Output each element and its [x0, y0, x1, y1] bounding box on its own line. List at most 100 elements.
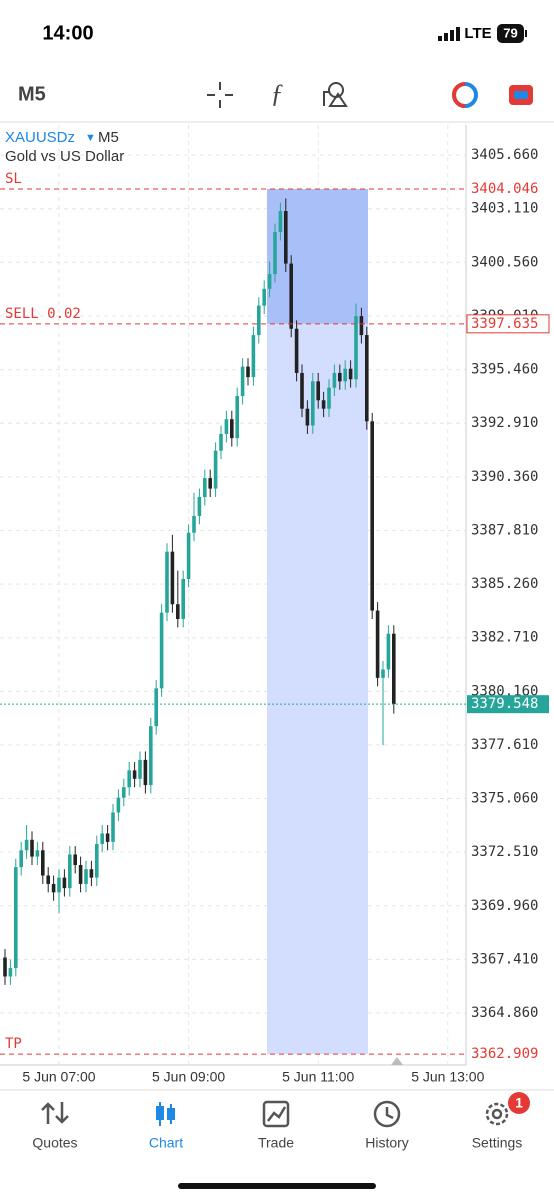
- candle-body: [197, 497, 202, 516]
- candle-body: [30, 839, 34, 857]
- symbol-dropdown[interactable]: ▼: [85, 132, 96, 144]
- y-tick-label: 3375.060: [471, 791, 538, 807]
- settings-icon[interactable]: [485, 1102, 509, 1126]
- x-tick-label: 5 Jun 11:00: [282, 1069, 354, 1085]
- candle-body: [289, 263, 293, 329]
- level-name: SL: [5, 171, 22, 187]
- candle-body: [41, 850, 45, 876]
- candle-body: [127, 770, 131, 788]
- candle-body: [251, 335, 256, 378]
- chart-icon[interactable]: [156, 1102, 175, 1126]
- badge: [508, 1092, 530, 1114]
- level-price: 3404.046: [471, 181, 538, 197]
- candle-body: [348, 368, 353, 380]
- candle-body: [305, 408, 310, 426]
- candle-body: [143, 759, 148, 786]
- y-tick-label: 3367.410: [471, 951, 538, 967]
- x-tick-label: 5 Jun 07:00: [22, 1069, 95, 1085]
- y-tick-label: 3385.260: [471, 576, 538, 592]
- chart: 3405.6603403.1103400.5603398.0103395.460…: [0, 125, 550, 1085]
- candle-body: [375, 610, 380, 678]
- candle-body: [332, 372, 337, 388]
- tab-bar: Quotes Chart Trade History Settings: [32, 1135, 522, 1151]
- candle-body: [219, 433, 223, 451]
- candle-body: [73, 854, 77, 866]
- trade-icon[interactable]: [262, 1100, 290, 1128]
- candle-body: [370, 421, 374, 611]
- candle-body: [230, 419, 234, 439]
- candle-body: [57, 877, 61, 893]
- candle-body: [359, 316, 364, 336]
- crosshair-button[interactable]: [207, 82, 233, 108]
- candle-body: [278, 211, 283, 233]
- home-indicator: [178, 1183, 376, 1189]
- candle-body: [284, 211, 288, 264]
- candle-body: [181, 579, 185, 619]
- indicators-button[interactable]: ƒ: [271, 79, 284, 108]
- candle-body: [327, 387, 331, 409]
- candle-body: [208, 478, 212, 489]
- candle-body: [203, 478, 207, 498]
- trade-button[interactable]: [452, 82, 478, 108]
- candle-body: [138, 759, 142, 779]
- candle-body: [165, 551, 169, 613]
- battery-tip: [525, 30, 527, 37]
- tab-label[interactable]: Settings: [472, 1135, 523, 1151]
- y-tick-label: 3382.710: [471, 630, 538, 646]
- candle-body: [78, 865, 83, 884]
- x-tick-label: 5 Jun 09:00: [152, 1069, 225, 1085]
- candle-body: [343, 368, 347, 382]
- candle-body: [35, 850, 40, 857]
- candle-body: [170, 551, 175, 605]
- candle-body: [14, 867, 18, 969]
- candle-body: [116, 797, 121, 813]
- candle-body: [8, 968, 13, 977]
- quotes-icon[interactable]: [41, 1102, 69, 1124]
- candle-body: [68, 854, 72, 889]
- tab-label[interactable]: History: [365, 1135, 409, 1151]
- account-button[interactable]: [509, 85, 533, 105]
- candle-body: [311, 381, 315, 426]
- tab-label[interactable]: Trade: [258, 1135, 294, 1151]
- candle-body: [46, 875, 50, 884]
- objects-button[interactable]: [323, 82, 348, 107]
- candle-body: [19, 850, 23, 868]
- candle-body: [338, 372, 342, 382]
- candle-body: [386, 633, 391, 670]
- candle-body: [84, 869, 88, 884]
- timeframe-button[interactable]: M5: [18, 83, 46, 105]
- candle-body: [262, 288, 266, 306]
- y-tick-label: 3395.460: [471, 362, 538, 378]
- y-tick-label: 3390.360: [471, 469, 538, 485]
- candle-body: [257, 305, 261, 336]
- tab-label[interactable]: Quotes: [32, 1135, 77, 1151]
- candle-body: [132, 770, 137, 779]
- candle-body: [392, 633, 396, 705]
- signal-icon: [438, 27, 460, 41]
- candle-body: [100, 833, 104, 844]
- candle-body: [321, 400, 326, 409]
- level-price: 3397.635: [471, 316, 538, 332]
- candle-body: [105, 833, 110, 842]
- history-icon[interactable]: [373, 1100, 401, 1128]
- candle-body: [300, 372, 304, 409]
- y-tick-label: 3372.510: [471, 844, 538, 860]
- take-profit-zone: [267, 323, 368, 1055]
- candle-body: [62, 877, 67, 889]
- time-marker: [391, 1057, 403, 1065]
- candle-body: [316, 381, 320, 401]
- candle-body: [176, 604, 180, 619]
- y-tick-label: 3400.560: [471, 254, 538, 270]
- y-tick-label: 3403.110: [471, 201, 538, 217]
- symbol[interactable]: XAUUSDz: [5, 129, 75, 146]
- y-tick-label: 3405.660: [471, 147, 538, 163]
- candle-body: [213, 450, 218, 489]
- tab-label[interactable]: Chart: [149, 1135, 183, 1151]
- price-box: [466, 314, 550, 334]
- battery: [497, 24, 524, 43]
- candle-body: [89, 869, 94, 878]
- stop-loss-zone: [267, 189, 368, 324]
- candle-body: [24, 839, 29, 851]
- candle-body: [192, 515, 196, 533]
